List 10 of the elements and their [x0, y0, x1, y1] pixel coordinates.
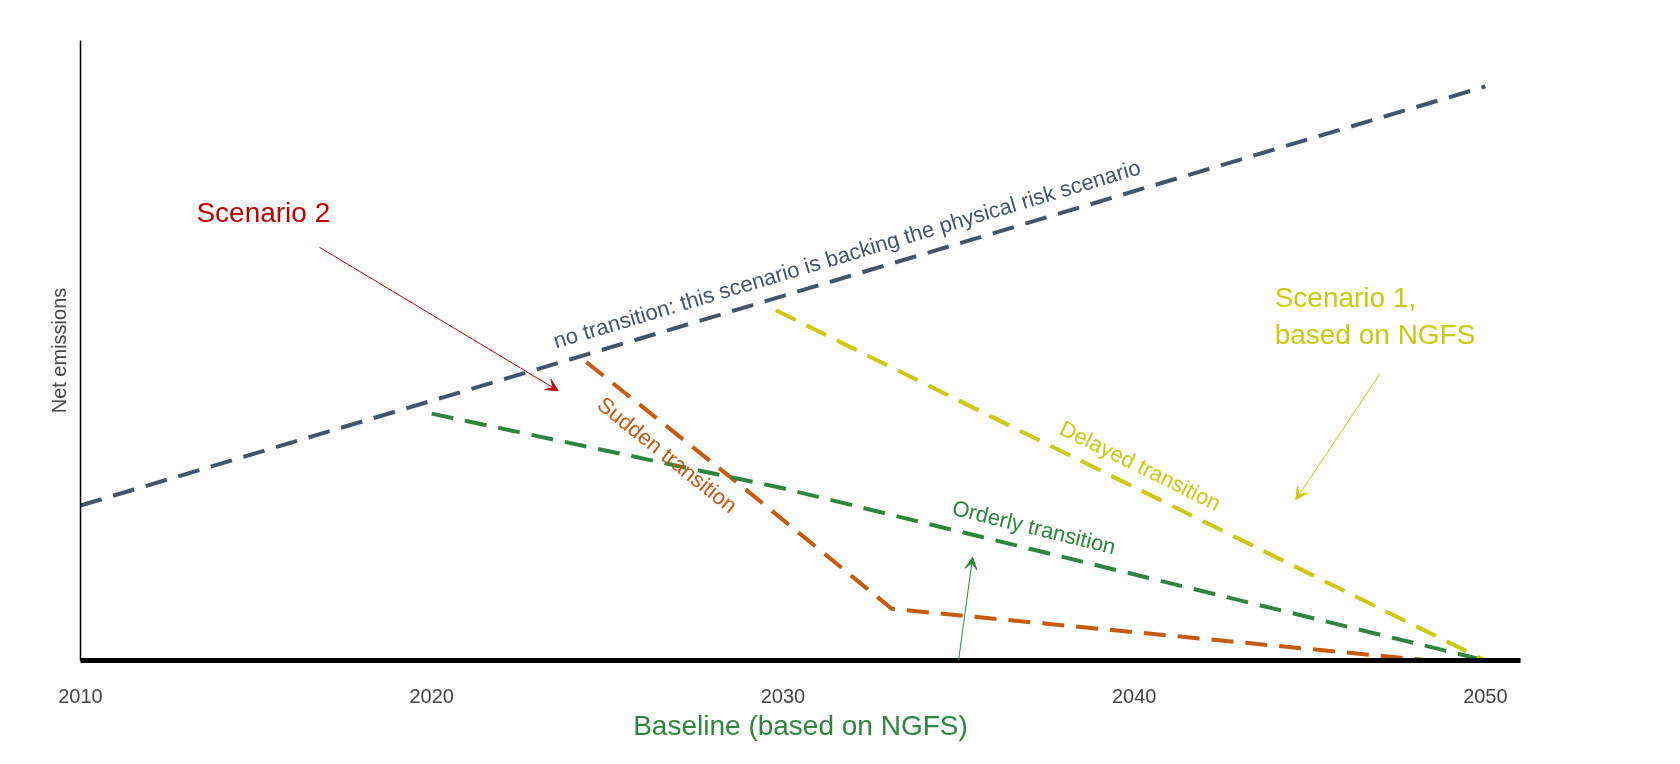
- annotation: Scenario 1, based on NGFS: [1274, 281, 1476, 351]
- x-tick-label: 2040: [1111, 684, 1157, 707]
- x-tick-label: 2050: [1463, 684, 1508, 707]
- y-axis-title: Net emissions: [47, 287, 70, 414]
- annotation: Scenario 2: [196, 197, 331, 229]
- x-tick-label: 2020: [409, 684, 454, 707]
- x-tick-label: 2010: [58, 684, 103, 707]
- x-tick-label: 2030: [760, 684, 806, 707]
- text: Baseline (based on NGFS): [633, 709, 968, 741]
- text: Orderly transition: [949, 495, 1119, 560]
